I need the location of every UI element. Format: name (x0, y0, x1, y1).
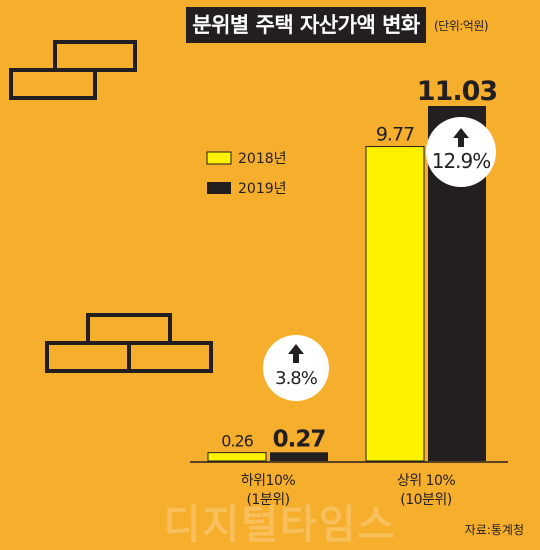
bar-2018-0 (207, 452, 267, 462)
growth-label-0: 3.8% (275, 368, 318, 389)
bar-2019-0 (270, 452, 328, 461)
growth-badge-0: 3.8% (263, 335, 329, 401)
category-label-0-line-0: 하위10% (241, 473, 296, 489)
legend-swatch-2018 (206, 151, 232, 165)
legend-swatch-2019 (207, 182, 231, 194)
growth-badge-1: 12.9% (426, 117, 496, 187)
growth-label-1: 12.9% (432, 149, 491, 173)
value-label-2019-1: 11.03 (417, 76, 497, 107)
value-label-2019-0: 0.27 (273, 426, 326, 452)
value-label-2018-0: 0.26 (221, 432, 253, 451)
growth-badge-circle (426, 117, 496, 187)
growth-badge-circle (263, 335, 329, 401)
category-label-1-line-0: 상위 10% (397, 473, 456, 489)
up-arrow-icon (288, 344, 304, 363)
bar-2018-1 (365, 146, 425, 462)
unit-label: (단위:억원) (434, 19, 489, 33)
value-label-2018-1: 9.77 (376, 124, 414, 146)
brick-decoration-middle (45, 313, 213, 373)
brick-decoration-top (9, 40, 137, 100)
category-label-1-line-1: (10분위) (400, 492, 452, 508)
legend: 2018년 2019년 (206, 151, 287, 197)
legend-label-2019: 2019년 (238, 181, 287, 197)
category-label-0-line-1: (1분위) (246, 492, 289, 508)
chart-title: 분위별 주택 자산가액 변화 (186, 7, 426, 43)
up-arrow-icon (453, 128, 469, 147)
legend-label-2018: 2018년 (238, 151, 287, 167)
watermark: 디지털타임스 (163, 502, 397, 548)
source-credit: 자료:통계청 (464, 523, 524, 537)
